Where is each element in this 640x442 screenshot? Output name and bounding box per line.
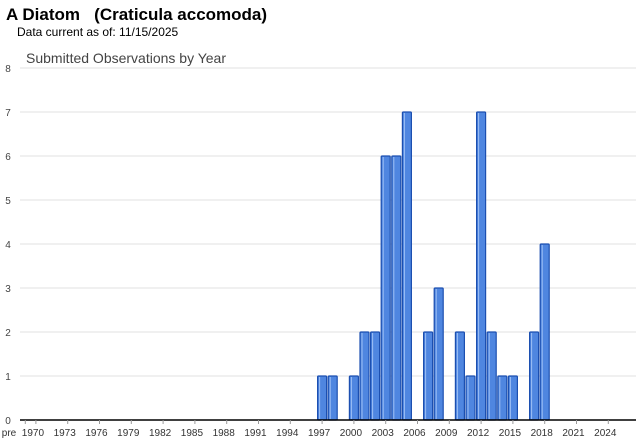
x-tick-label: 2015 [499,428,522,439]
x-tick-label: 1976 [85,428,108,439]
bar-2002[interactable] [370,331,381,421]
bar-2005[interactable] [401,111,412,421]
x-tick-label: 1991 [244,428,267,439]
bar-2001[interactable] [359,331,370,421]
y-tick-label: 7 [5,108,11,119]
y-tick-label: 8 [5,64,11,75]
y-tick-label: 5 [5,196,11,207]
y-tick-label: 4 [5,240,11,251]
x-tick-label: pre [2,428,17,439]
page-title: A Diatom (Craticula accomoda) [6,5,268,24]
bar-2015[interactable] [507,375,518,421]
bar-2000[interactable] [348,375,359,421]
x-tick-label: 2018 [531,428,554,439]
x-tick-label: 1985 [181,428,204,439]
data-current-date: Data current as of: 11/15/2025 [17,25,179,39]
bar-2011[interactable] [465,375,476,421]
bar-2007[interactable] [423,331,434,421]
x-tick-label: 2000 [340,428,363,439]
x-tick-label: 1988 [213,428,236,439]
x-tick-label: 2003 [372,428,395,439]
bar-2012[interactable] [476,111,487,421]
x-tick-label: 1973 [54,428,77,439]
y-tick-label: 1 [5,372,11,383]
x-tick-label: 1970 [22,428,45,439]
bar-2018[interactable] [539,243,550,421]
bar-1998[interactable] [327,375,338,421]
bar-1997[interactable] [317,375,328,421]
x-tick-label: 2009 [435,428,458,439]
x-tick-label: 2024 [594,428,617,439]
y-tick-label: 2 [5,328,11,339]
x-tick-label: 2021 [562,428,585,439]
bar-2013[interactable] [486,331,497,421]
y-tick-label: 6 [5,152,11,163]
x-tick-label: 1982 [149,428,172,439]
x-tick-label: 2012 [467,428,490,439]
x-tick-label: 1979 [117,428,140,439]
bar-2010[interactable] [454,331,465,421]
x-tick-label: 1994 [276,428,299,439]
x-tick-label: 1997 [308,428,331,439]
bar-2003[interactable] [380,155,391,421]
x-tick-label: 2006 [403,428,426,439]
bar-2008[interactable] [433,287,444,421]
y-tick-label: 0 [5,416,11,427]
bar-2017[interactable] [528,331,540,421]
chart-title: Submitted Observations by Year [26,50,226,66]
bar-2004[interactable] [391,155,402,421]
bar-2014[interactable] [497,375,508,421]
y-tick-label: 3 [5,284,11,295]
